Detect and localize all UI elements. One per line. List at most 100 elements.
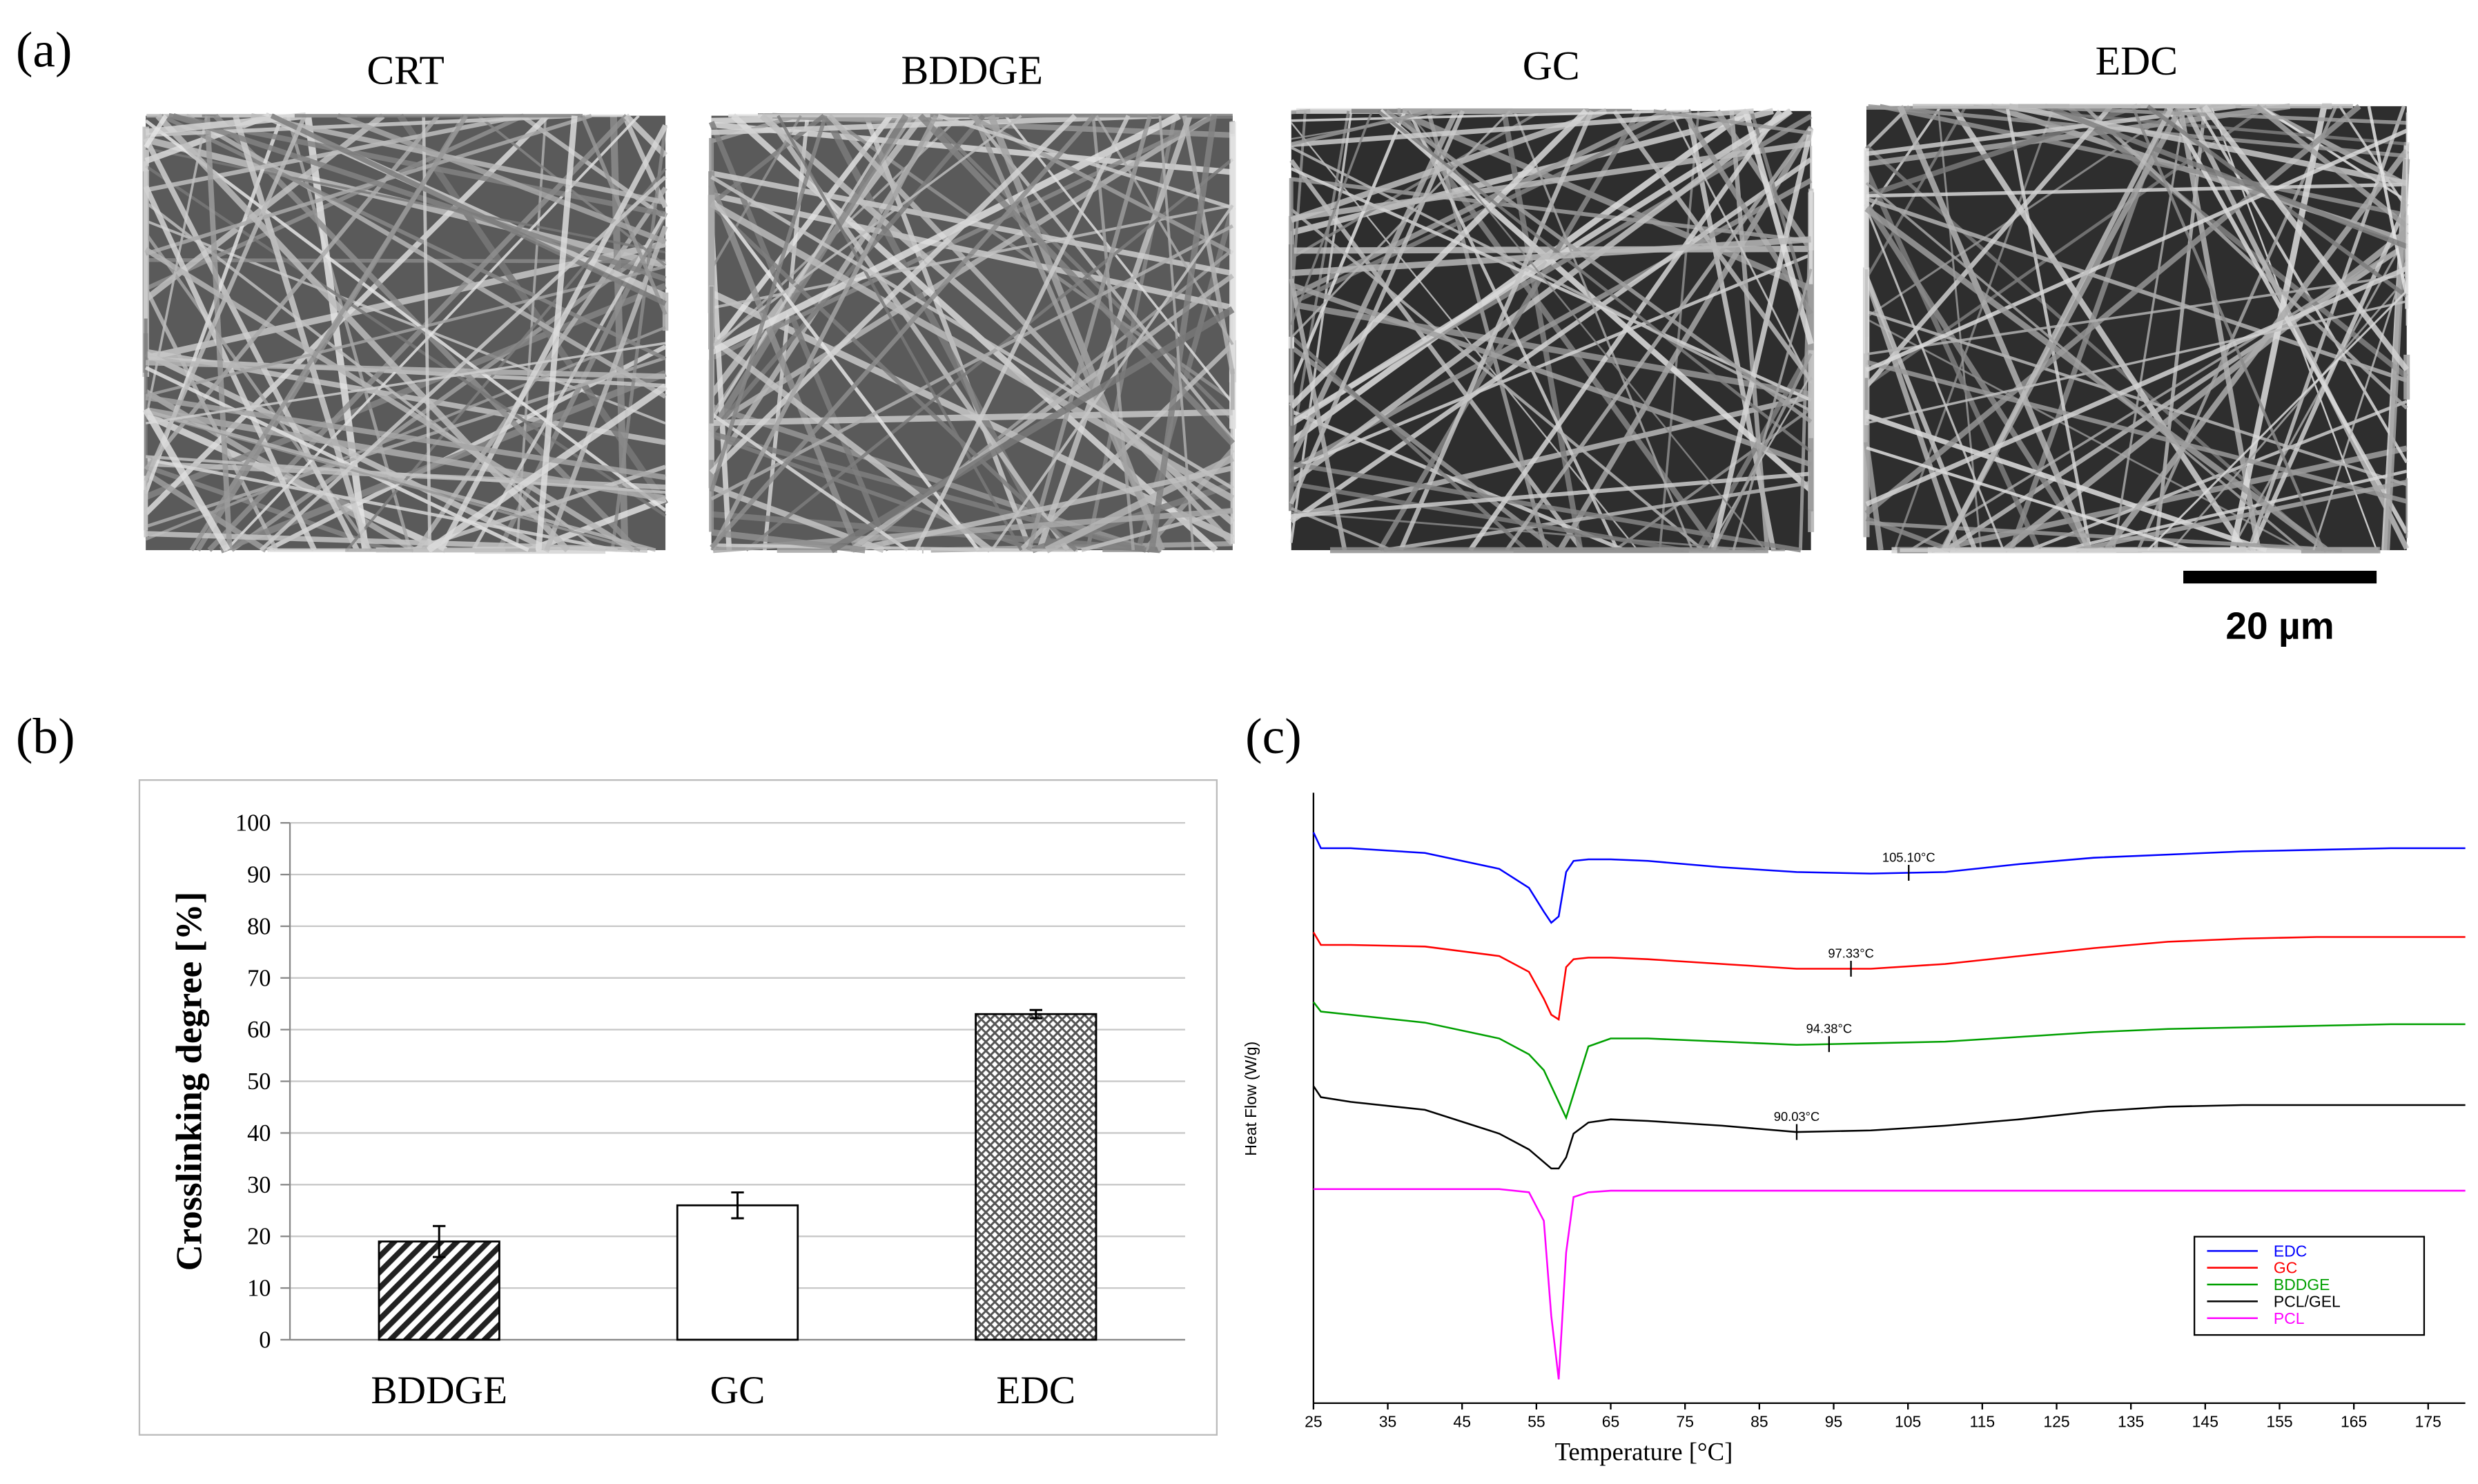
sem-fiber	[1290, 110, 1542, 260]
image-title: EDC	[2096, 38, 2178, 84]
sem-fiber	[1291, 140, 1812, 222]
sem-fiber	[1866, 360, 2408, 504]
x-tick-label: GC	[710, 1369, 765, 1412]
y-tick-label: 50	[247, 1068, 271, 1095]
sem-fiber	[1095, 115, 1234, 346]
sem-fiber	[709, 335, 993, 553]
panel-label: (a)	[16, 21, 72, 77]
sem-fiber	[1289, 108, 1588, 409]
sem-fiber	[270, 113, 667, 306]
sem-fiber	[1897, 105, 2092, 551]
sem-fiber	[1290, 253, 1812, 471]
sem-fiber	[144, 201, 601, 551]
series-line	[1312, 932, 2466, 1022]
x-tick-label: 45	[1453, 1412, 1471, 1430]
y-tick-label: 70	[247, 965, 271, 991]
series-line	[1312, 1001, 2466, 1120]
sem-fiber	[988, 114, 1165, 551]
sem-fiber	[1865, 266, 2408, 507]
sem-fiber	[1289, 335, 1528, 552]
sem-fiber	[155, 113, 570, 553]
sem-fiber	[1864, 442, 1884, 551]
sem-fiber	[144, 232, 373, 551]
bar	[676, 1204, 799, 1341]
sem-fiber	[1864, 275, 1978, 551]
sem-fiber	[145, 409, 656, 552]
x-tick-label: 135	[2118, 1412, 2144, 1430]
image-title: CRT	[367, 48, 444, 93]
sem-fiber	[1289, 110, 1350, 449]
sem-fiber	[1291, 109, 1689, 122]
x-tick-label: 165	[2341, 1412, 2367, 1430]
x-tick-label: 55	[1528, 1412, 1545, 1430]
sem-fiber	[1289, 278, 1347, 551]
sem-fiber	[145, 136, 667, 269]
sem-fiber	[1291, 511, 1756, 551]
sem-fiber	[852, 465, 1233, 553]
sem-fiber	[1864, 202, 2091, 552]
sem-fiber	[1864, 276, 1961, 551]
sem-fiber	[710, 175, 1234, 490]
sem-fiber	[1290, 282, 1812, 467]
x-tick-label: 175	[2415, 1412, 2441, 1430]
sem-fiber	[1291, 236, 1811, 277]
sem-fiber	[1909, 242, 2408, 551]
sem-fiber	[1407, 110, 1766, 551]
sem-fiber	[710, 114, 1095, 549]
y-axis-label: Crosslinking degree [%]	[170, 892, 210, 1271]
sem-fiber	[145, 407, 666, 502]
x-tick-label: 95	[1825, 1412, 1843, 1430]
sem-fiber	[1865, 413, 2267, 553]
x-tick-label: 145	[2192, 1412, 2218, 1430]
sem-fiber	[1377, 109, 1642, 551]
sem-fiber	[1931, 445, 2408, 554]
sem-fiber	[1397, 109, 1720, 552]
y-tick-label: 10	[247, 1276, 271, 1302]
error-bar	[1029, 1008, 1042, 1019]
sem-fiber	[1866, 300, 2408, 424]
sem-fiber	[233, 115, 371, 551]
sem-fiber	[1289, 108, 1792, 427]
legend-label: BDDGE	[2274, 1276, 2330, 1293]
sem-fiber	[1289, 108, 1793, 485]
sem-fiber	[1695, 348, 1813, 551]
sem-fiber	[2136, 105, 2338, 551]
sem-fiber	[1712, 353, 1813, 551]
sem-fiber	[1290, 110, 1511, 339]
sem-fiber	[937, 114, 1233, 210]
sem-fiber	[1407, 110, 1619, 551]
x-tick-label: 85	[1750, 1412, 1768, 1430]
sem-fiber	[1289, 157, 1813, 524]
sem-fiber	[145, 147, 666, 254]
error-bar	[731, 1191, 744, 1220]
sem-fiber	[710, 115, 1022, 348]
sem-fiber	[1706, 374, 1812, 551]
sem-fiber	[2112, 106, 2187, 551]
sem-fiber	[1426, 110, 1548, 551]
sem-fiber	[1513, 110, 1694, 551]
sem-fiber	[1941, 105, 2174, 551]
y-tick-label: 40	[247, 1120, 271, 1146]
sem-fiber	[1864, 104, 2361, 516]
y-tick-label: 100	[235, 810, 271, 837]
sem-fiber	[1864, 104, 2113, 389]
sem-fiber	[2082, 105, 2408, 410]
sem-fiber	[2367, 106, 2408, 299]
sem-fiber	[2131, 106, 2325, 551]
bar	[975, 1013, 1097, 1341]
legend-label: EDC	[2274, 1242, 2307, 1260]
sem-fiber	[1289, 110, 1407, 387]
sem-fiber	[144, 114, 168, 149]
sem-fiber	[1505, 126, 1813, 551]
sem-fiber	[1289, 110, 1459, 462]
scale-bar-label: 20 µm	[2225, 605, 2334, 647]
y-axis-label: Heat Flow (W/g)	[1242, 1042, 1260, 1156]
sem-fiber	[2076, 479, 2408, 553]
sem-fiber	[146, 360, 666, 380]
image-title: GC	[1523, 43, 1580, 88]
sem-fiber	[1149, 115, 1218, 551]
x-tick-label: EDC	[996, 1369, 1075, 1412]
y-tick-label: 60	[247, 1017, 271, 1043]
sem-fiber	[1289, 344, 1558, 552]
sem-fiber	[971, 115, 1234, 440]
